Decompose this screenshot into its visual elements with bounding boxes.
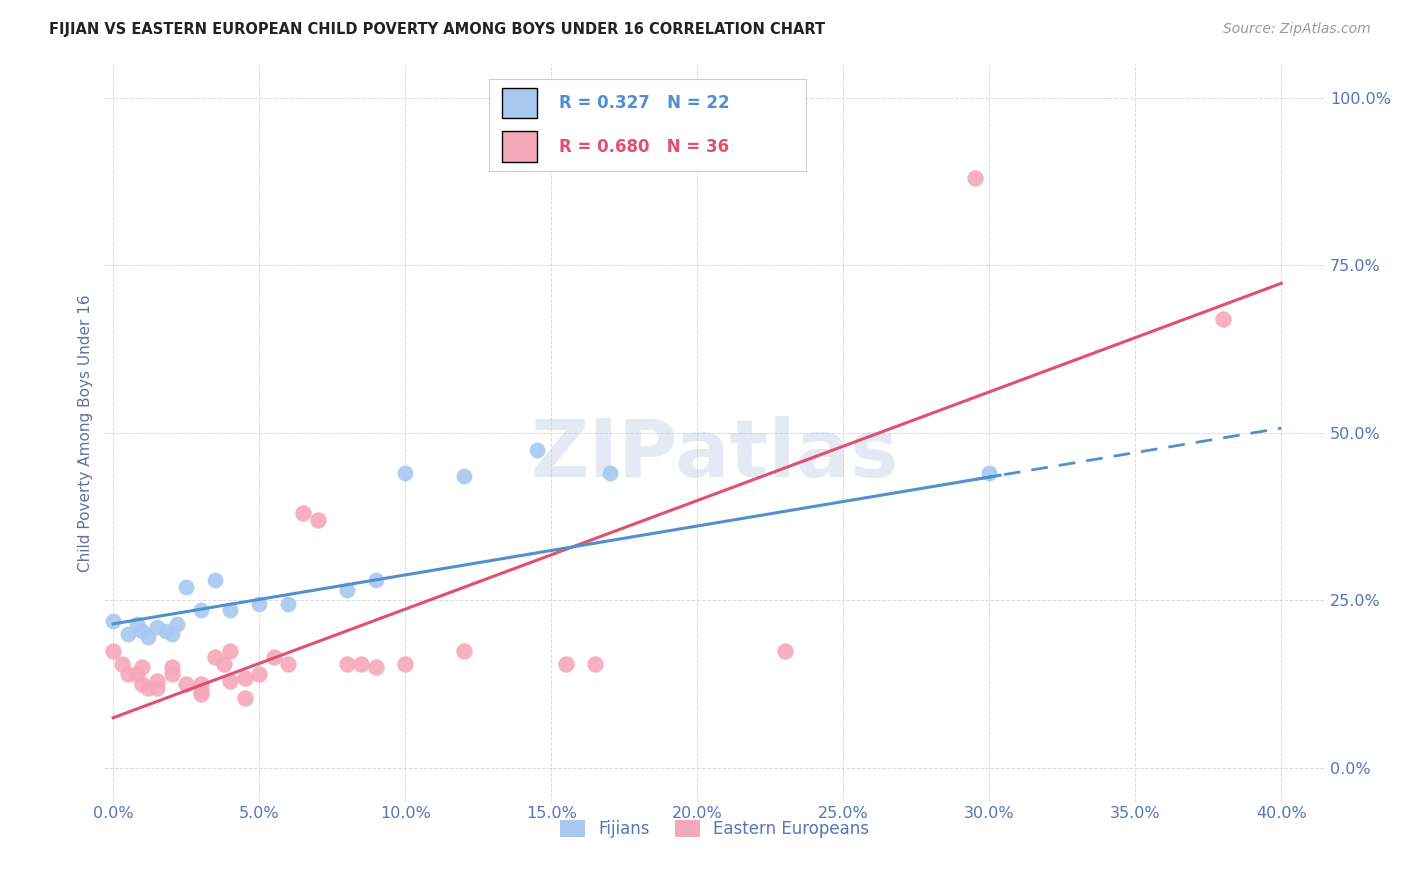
Point xyxy=(125,616,148,631)
Point xyxy=(146,620,169,634)
Point xyxy=(277,597,299,611)
Point xyxy=(101,644,124,658)
Point xyxy=(453,469,475,483)
Point xyxy=(233,671,256,685)
Point xyxy=(174,677,197,691)
Point xyxy=(160,660,183,674)
Point xyxy=(233,690,256,705)
Point xyxy=(453,644,475,658)
Point xyxy=(291,506,314,520)
Point xyxy=(136,681,159,695)
Point xyxy=(190,687,212,701)
Point xyxy=(350,657,373,672)
Point xyxy=(247,667,270,681)
Point xyxy=(146,681,169,695)
Point xyxy=(554,657,576,672)
Y-axis label: Child Poverty Among Boys Under 16: Child Poverty Among Boys Under 16 xyxy=(79,294,93,572)
Point xyxy=(160,667,183,681)
Point xyxy=(101,614,124,628)
Point xyxy=(963,171,986,186)
Point xyxy=(979,466,1001,480)
Point xyxy=(204,574,226,588)
Text: FIJIAN VS EASTERN EUROPEAN CHILD POVERTY AMONG BOYS UNDER 16 CORRELATION CHART: FIJIAN VS EASTERN EUROPEAN CHILD POVERTY… xyxy=(49,22,825,37)
Legend: Fijians, Eastern Europeans: Fijians, Eastern Europeans xyxy=(554,814,876,845)
Point xyxy=(263,650,285,665)
Point xyxy=(174,580,197,594)
Point xyxy=(583,657,606,672)
Point xyxy=(117,667,139,681)
Point xyxy=(247,597,270,611)
Point xyxy=(394,657,416,672)
Point xyxy=(336,583,359,598)
Point xyxy=(1212,311,1234,326)
Point xyxy=(219,673,242,688)
Point xyxy=(307,513,329,527)
Text: Source: ZipAtlas.com: Source: ZipAtlas.com xyxy=(1223,22,1371,37)
Point xyxy=(599,466,621,480)
Point xyxy=(212,657,235,672)
Point xyxy=(111,657,134,672)
Text: ZIPatlas: ZIPatlas xyxy=(530,416,898,494)
Point xyxy=(364,574,387,588)
Point xyxy=(117,627,139,641)
Point xyxy=(219,644,242,658)
Point xyxy=(155,624,177,638)
Point xyxy=(131,624,153,638)
Point xyxy=(125,667,148,681)
Point xyxy=(219,603,242,617)
Point xyxy=(131,677,153,691)
Point xyxy=(160,627,183,641)
Point xyxy=(394,466,416,480)
Point xyxy=(204,650,226,665)
Point xyxy=(336,657,359,672)
Point xyxy=(277,657,299,672)
Point xyxy=(773,644,796,658)
Point xyxy=(190,677,212,691)
Point xyxy=(364,660,387,674)
Point xyxy=(136,630,159,644)
Point xyxy=(131,660,153,674)
Point xyxy=(190,684,212,698)
Point xyxy=(526,442,548,457)
Point xyxy=(190,603,212,617)
Point xyxy=(166,616,188,631)
Point xyxy=(146,673,169,688)
